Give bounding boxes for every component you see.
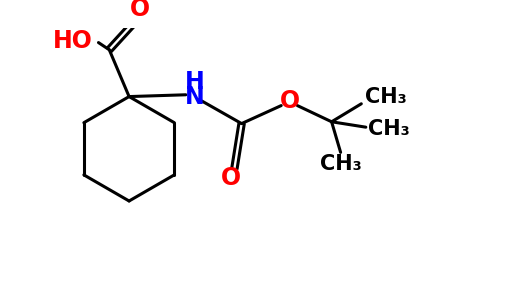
Text: O: O [221,166,241,190]
Text: N: N [185,85,205,109]
Text: CH₃: CH₃ [319,154,361,174]
Text: O: O [280,89,300,113]
Text: CH₃: CH₃ [368,119,410,139]
Text: CH₃: CH₃ [365,87,407,107]
Text: H: H [185,70,205,94]
Text: O: O [130,0,150,21]
Text: HO: HO [53,29,93,53]
